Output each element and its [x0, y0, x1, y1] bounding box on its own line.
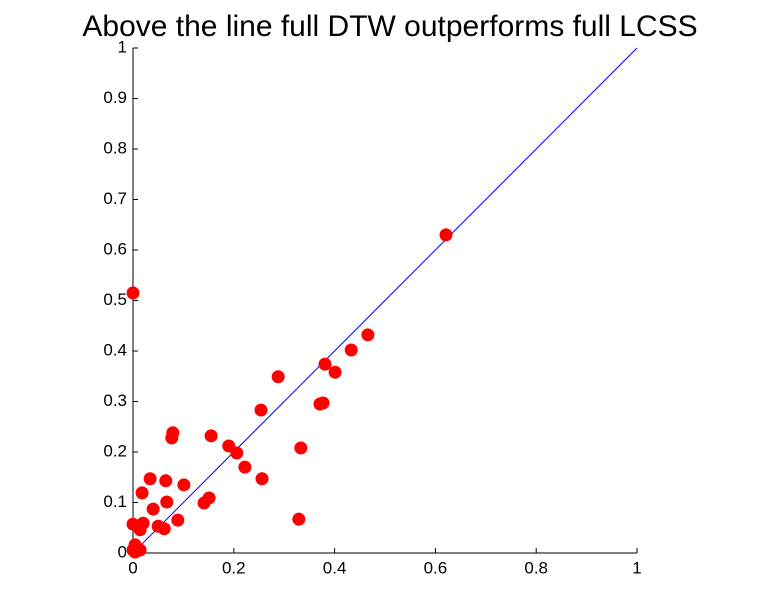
point — [361, 328, 375, 342]
point — [254, 403, 268, 417]
y-tick-label: 0.3 — [103, 391, 127, 410]
x-tick-label: 0 — [128, 558, 137, 577]
point — [146, 502, 160, 516]
point — [230, 446, 244, 460]
point — [160, 495, 174, 509]
point — [171, 513, 185, 527]
point — [157, 522, 171, 536]
y-tick-label: 0.1 — [103, 492, 127, 511]
point — [344, 343, 358, 357]
y-tick-label: 0.5 — [103, 290, 127, 309]
point — [126, 286, 140, 300]
point — [165, 431, 179, 445]
x-tick-label: 0.4 — [323, 558, 347, 577]
point — [255, 472, 269, 486]
point — [133, 523, 147, 537]
point — [439, 228, 453, 242]
point — [271, 370, 285, 384]
x-tick-label: 1 — [632, 558, 641, 577]
point — [292, 512, 306, 526]
y-tick-label: 0.4 — [103, 340, 127, 359]
x-tick-label: 0.6 — [424, 558, 448, 577]
chart-title: Above the line full DTW outperforms full… — [82, 10, 697, 43]
y-tick-label: 1 — [118, 37, 127, 56]
point — [135, 486, 149, 500]
y-tick-label: 0.8 — [103, 138, 127, 157]
x-tick-label: 0.8 — [524, 558, 548, 577]
point — [328, 365, 342, 379]
y-tick-label: 0.9 — [103, 88, 127, 107]
y-tick-label: 0 — [118, 542, 127, 561]
point — [204, 429, 218, 443]
point — [316, 396, 330, 410]
point — [197, 496, 211, 510]
y-tick-label: 0.2 — [103, 441, 127, 460]
point — [177, 478, 191, 492]
point — [159, 474, 173, 488]
point — [143, 472, 157, 486]
y-tick-label: 0.7 — [103, 189, 127, 208]
diagonal — [132, 47, 638, 554]
y-tick-label: 0.6 — [103, 239, 127, 258]
point — [294, 441, 308, 455]
point — [128, 545, 142, 559]
point — [318, 357, 332, 371]
x-tick-label: 0.2 — [222, 558, 246, 577]
point — [238, 460, 252, 474]
